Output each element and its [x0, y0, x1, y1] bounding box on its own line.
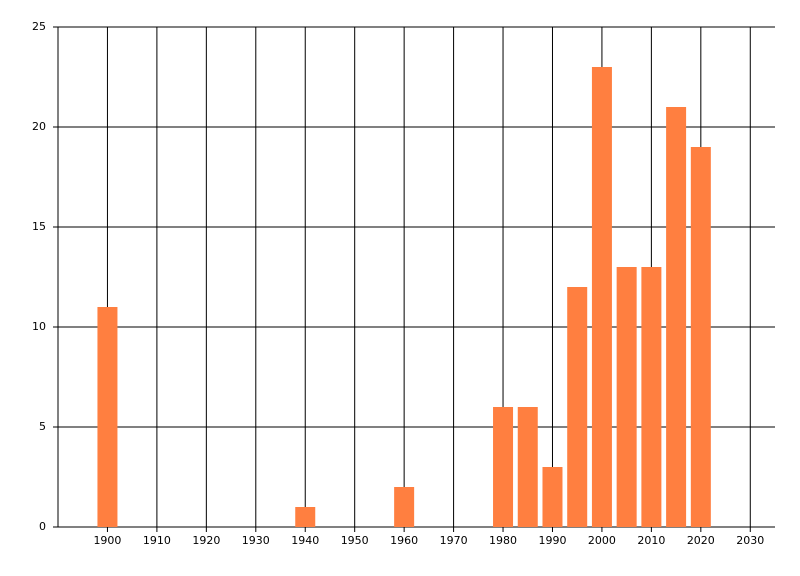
bar	[666, 107, 687, 527]
x-tick-label: 1910	[143, 534, 171, 547]
x-tick-label: 1960	[390, 534, 418, 547]
x-tick-label: 2000	[588, 534, 616, 547]
y-tick-label: 15	[32, 220, 46, 233]
y-tick-label: 25	[32, 20, 46, 33]
x-tick-label: 1920	[192, 534, 220, 547]
x-tick-label: 1930	[242, 534, 270, 547]
x-tick-label: 2030	[736, 534, 764, 547]
x-tick-label: 1980	[489, 534, 517, 547]
x-tick-label: 1990	[538, 534, 566, 547]
y-tick-label: 20	[32, 120, 46, 133]
bar	[542, 467, 563, 527]
y-tick-label: 10	[32, 320, 46, 333]
bar	[493, 407, 514, 527]
y-tick-label: 0	[39, 520, 46, 533]
bar	[616, 267, 637, 527]
bar	[295, 507, 316, 527]
bar	[567, 287, 588, 527]
x-tick-label: 1940	[291, 534, 319, 547]
x-tick-label: 1970	[440, 534, 468, 547]
bar	[591, 67, 612, 527]
x-tick-label: 1950	[341, 534, 369, 547]
bar	[394, 487, 415, 527]
x-tick-label: 2010	[637, 534, 665, 547]
bar	[517, 407, 538, 527]
bar	[97, 307, 118, 527]
bar	[690, 147, 711, 527]
x-tick-label: 1900	[93, 534, 121, 547]
bar	[641, 267, 662, 527]
y-tick-label: 5	[39, 420, 46, 433]
x-tick-label: 2020	[687, 534, 715, 547]
